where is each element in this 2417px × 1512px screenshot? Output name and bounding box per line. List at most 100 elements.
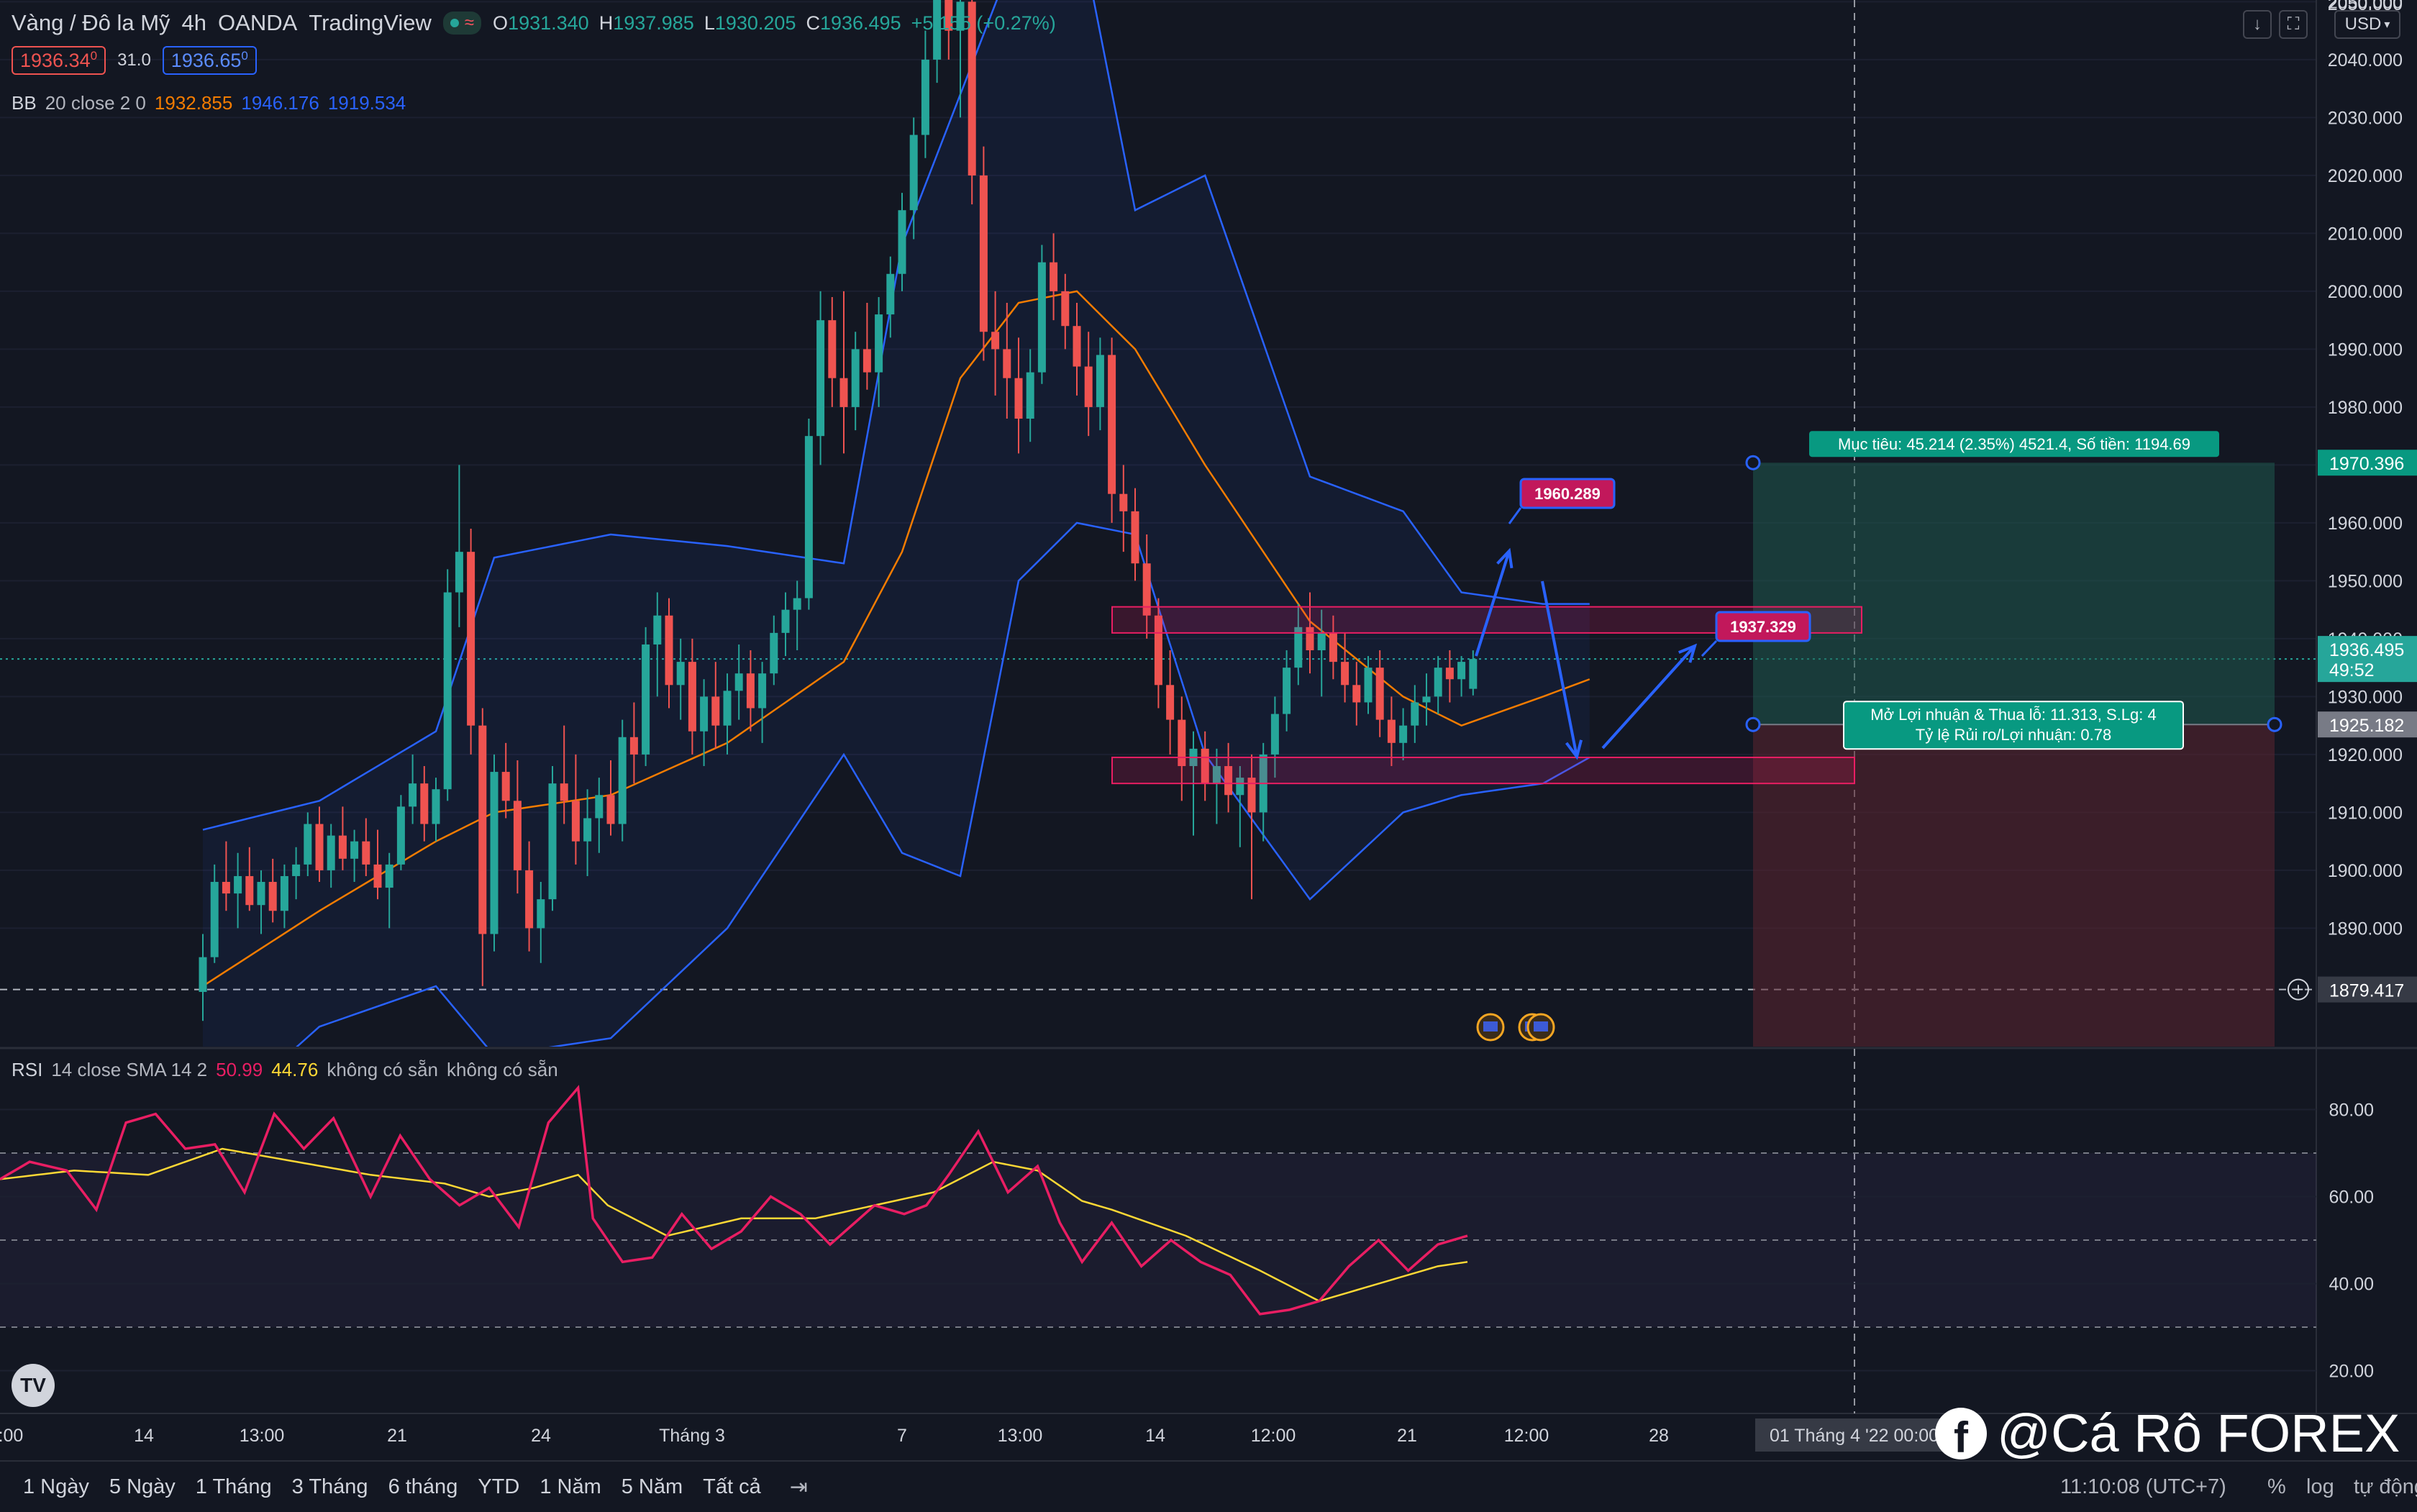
open-label: O bbox=[493, 12, 509, 34]
download-icon[interactable]: ↓ bbox=[2243, 10, 2272, 39]
candle-body bbox=[606, 795, 615, 824]
bb-params: 20 close 2 0 bbox=[45, 92, 146, 114]
tradingview-logo[interactable]: TV bbox=[12, 1364, 55, 1407]
rsi-na-1: không có sẵn bbox=[327, 1059, 438, 1080]
range-button[interactable]: 3 Tháng bbox=[291, 1475, 368, 1498]
arrow-up-1[interactable] bbox=[1475, 550, 1511, 657]
candle-body bbox=[432, 789, 440, 824]
crosshair-add-icon[interactable] bbox=[2288, 978, 2309, 1001]
position-tool[interactable]: Mục tiêu: 45.214 (2.35%) 4521.4, Số tiền… bbox=[1745, 431, 2282, 1047]
interval[interactable]: 4h bbox=[181, 10, 207, 35]
candle-body bbox=[1375, 668, 1384, 720]
price-tick-label: 1910.000 bbox=[2328, 803, 2403, 823]
crosshair-time-label: 01 Tháng 4 '22 00:00 bbox=[1770, 1426, 1939, 1446]
clock[interactable]: 11:10:08 (UTC+7) bbox=[2060, 1475, 2226, 1498]
rsi-name[interactable]: RSI bbox=[12, 1059, 43, 1080]
candle-body bbox=[909, 135, 918, 211]
candle-body bbox=[1096, 355, 1104, 407]
time-tick-label: 12:00 bbox=[1251, 1426, 1296, 1446]
profit-zone[interactable] bbox=[1753, 463, 2275, 725]
low-label: L bbox=[704, 12, 715, 34]
price-tick-label: 1990.000 bbox=[2328, 340, 2403, 360]
candle-body bbox=[501, 772, 510, 801]
time-axis[interactable]: 3:00 14 13:00 21 24 Tháng 3 7 13:00 14 12:00 21 12:… bbox=[0, 1418, 1955, 1452]
loss-zone[interactable] bbox=[1753, 724, 2275, 1047]
candle-body bbox=[793, 598, 801, 610]
range-button[interactable]: 5 Ngày bbox=[109, 1475, 176, 1498]
log-toggle[interactable]: log bbox=[2306, 1475, 2334, 1498]
bb-name[interactable]: BB bbox=[12, 92, 37, 114]
auto-toggle[interactable]: tự động bbox=[2354, 1475, 2417, 1498]
candle-body bbox=[1457, 662, 1466, 680]
candle-body bbox=[723, 691, 732, 726]
percent-toggle[interactable]: % bbox=[2267, 1475, 2286, 1498]
candle-body bbox=[1306, 627, 1314, 651]
candle-body bbox=[1270, 714, 1279, 755]
entry-price-label: 1925.182 bbox=[2329, 716, 2404, 736]
rsi-line bbox=[0, 1085, 1468, 1316]
candle-body bbox=[1236, 778, 1244, 796]
upper-tag-bg[interactable] bbox=[1519, 478, 1616, 509]
fullscreen-icon[interactable]: ⛶ bbox=[2279, 10, 2308, 39]
range-button[interactable]: YTD bbox=[478, 1475, 520, 1498]
arrow-up-2[interactable] bbox=[1601, 645, 1696, 750]
candle-body bbox=[758, 673, 767, 709]
candle-body bbox=[537, 899, 545, 929]
drag-handle[interactable] bbox=[1745, 716, 1761, 732]
candle-body bbox=[338, 835, 347, 859]
arrow-up-2-head bbox=[1678, 643, 1698, 663]
range-button[interactable]: 6 tháng bbox=[388, 1475, 458, 1498]
price-chart[interactable]: + Mục tiêu: 45.214 (2.35%) 4521.4, Số ti… bbox=[0, 0, 2417, 1460]
buy-box[interactable]: 1936.650 bbox=[162, 46, 257, 75]
rsi-na-2: không có sẵn bbox=[446, 1059, 558, 1080]
candle-body bbox=[1142, 563, 1151, 616]
candle-body bbox=[525, 870, 534, 929]
drag-handle[interactable] bbox=[2267, 716, 2282, 732]
currency-select[interactable]: USD ▾ bbox=[2334, 10, 2400, 39]
drag-handle[interactable] bbox=[1745, 455, 1761, 470]
range-button[interactable]: 1 Ngày bbox=[23, 1475, 89, 1498]
sell-box[interactable]: 1936.340 bbox=[12, 46, 106, 75]
candle-body bbox=[548, 783, 557, 900]
bb-basis-value: 1932.855 bbox=[154, 92, 233, 114]
mid-tag-bg[interactable] bbox=[1715, 611, 1811, 642]
candle-body bbox=[490, 772, 499, 934]
candle-body bbox=[1050, 262, 1058, 291]
last-price-label: 1936.495 bbox=[2329, 640, 2404, 660]
flag-icon bbox=[1534, 1021, 1548, 1031]
drawn-arrows[interactable]: 1960.289 1937.329 bbox=[1475, 478, 1811, 760]
candle-body bbox=[455, 552, 463, 593]
pnl-box[interactable] bbox=[1843, 701, 2184, 750]
plus-icon: + bbox=[2293, 979, 2303, 1001]
flag-icon bbox=[1483, 1021, 1498, 1031]
date-range-icon[interactable]: ⇥ bbox=[789, 1475, 808, 1499]
range-button[interactable]: 1 Năm bbox=[540, 1475, 601, 1498]
candle-body bbox=[665, 615, 673, 686]
support-zone[interactable] bbox=[1111, 756, 1855, 785]
range-button[interactable]: 5 Năm bbox=[621, 1475, 683, 1498]
candles bbox=[199, 0, 1478, 1021]
candle-body bbox=[571, 801, 580, 842]
rsi-sma-value: 44.76 bbox=[271, 1059, 319, 1080]
candle-body bbox=[1154, 615, 1162, 686]
symbol-name[interactable]: Vàng / Đô la Mỹ bbox=[12, 10, 170, 35]
candle-body bbox=[711, 696, 720, 726]
candle-body bbox=[268, 882, 277, 911]
candle-body bbox=[234, 875, 242, 894]
rsi-tick-label: 20.00 bbox=[2329, 1362, 2374, 1382]
arrow-down[interactable] bbox=[1541, 580, 1578, 757]
price-axis[interactable]: 2050.000 2040.000 2030.000 2020.000 2010.000… bbox=[2318, 0, 2417, 1003]
candle-body bbox=[467, 552, 475, 726]
price-tick-label: 1960.000 bbox=[2328, 514, 2403, 534]
rsi-params: 14 close SMA 14 2 bbox=[51, 1059, 208, 1080]
target-price-label-bg bbox=[2318, 450, 2417, 476]
candle-body bbox=[676, 662, 685, 686]
market-status-icon[interactable]: ≈ bbox=[442, 12, 482, 35]
candle-body bbox=[828, 320, 837, 378]
range-button[interactable]: 1 Tháng bbox=[195, 1475, 272, 1498]
bottom-toolbar: 1 Ngày 5 Ngày 1 Tháng 3 Tháng 6 tháng YTD 1 Nă… bbox=[0, 1460, 2417, 1512]
candle-body bbox=[921, 59, 929, 135]
candle-body bbox=[560, 783, 568, 801]
range-button[interactable]: Tất cả bbox=[703, 1475, 761, 1498]
candle-body bbox=[653, 615, 662, 645]
